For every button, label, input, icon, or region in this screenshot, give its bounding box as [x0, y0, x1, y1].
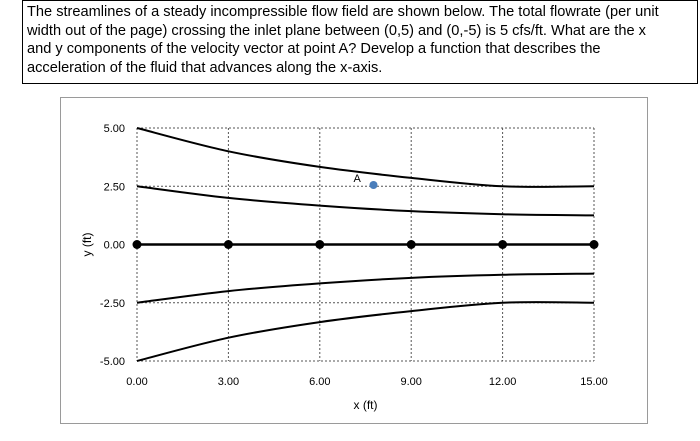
point-a-marker: [369, 181, 378, 189]
streamline-0: [136, 127, 595, 188]
y-tick-label: -2.50: [100, 298, 125, 310]
data-point: [132, 240, 142, 249]
y-axis-title: y (ft): [80, 233, 94, 257]
y-tick-label: 2.50: [104, 181, 125, 193]
x-tick-label: 15.00: [580, 376, 608, 388]
x-tick-label: 12.00: [489, 376, 517, 388]
data-point: [589, 240, 599, 249]
y-tick-label: 5.00: [104, 123, 125, 135]
streamline-3: [136, 272, 595, 304]
data-point: [223, 240, 233, 249]
streamline-4: [136, 301, 595, 362]
figure-frame: [60, 97, 648, 424]
x-tick-label: 3.00: [218, 376, 239, 388]
y-tick-label: -5.00: [100, 356, 125, 368]
data-point: [315, 240, 325, 249]
data-point: [498, 240, 508, 249]
x-tick-label: 6.00: [309, 376, 330, 388]
question-text: The streamlines of a steady incompressib…: [22, 0, 698, 84]
point-a-label: A: [354, 173, 362, 185]
x-tick-label: 0.00: [126, 376, 147, 388]
streamline-1: [136, 185, 595, 217]
y-tick-label: 0.00: [104, 240, 125, 252]
x-axis-title: x (ft): [354, 398, 378, 412]
data-point: [406, 240, 416, 249]
x-tick-label: 9.00: [400, 376, 421, 388]
